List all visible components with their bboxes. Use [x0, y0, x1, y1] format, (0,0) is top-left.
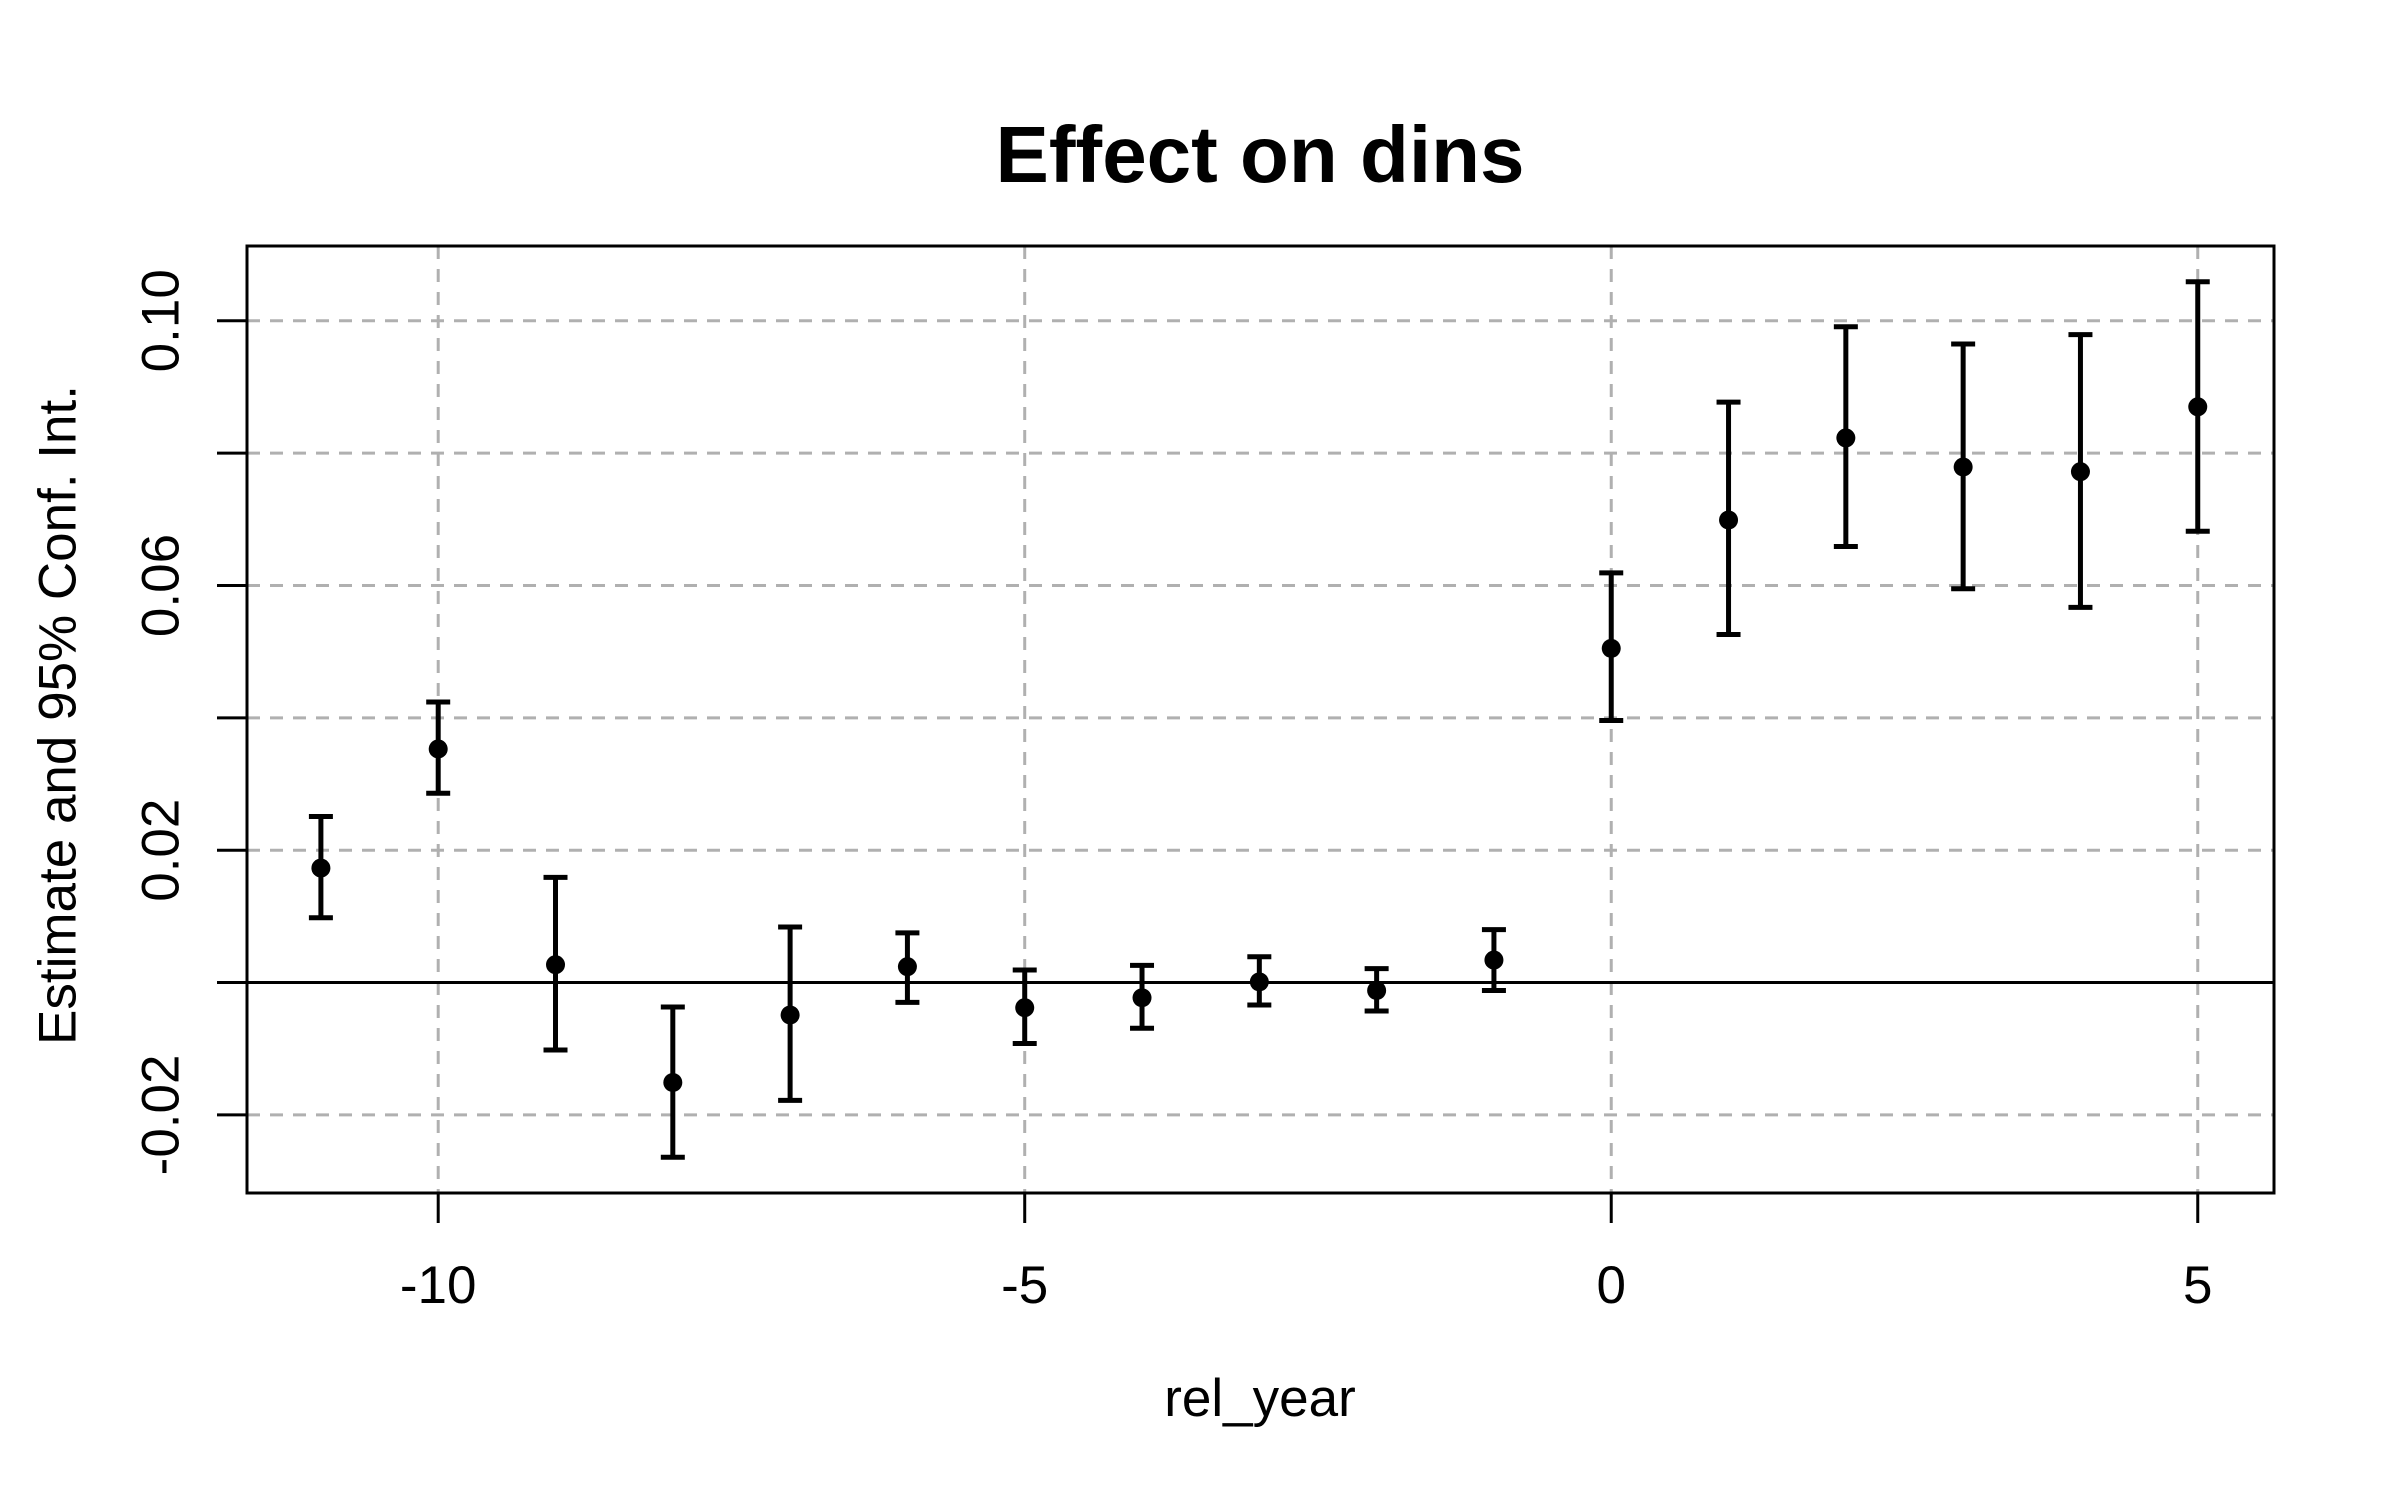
x-tick-label: -10	[400, 1256, 477, 1315]
point-dot	[2188, 397, 2208, 417]
point-dot	[2070, 462, 2090, 482]
point-dot	[1484, 950, 1504, 970]
point-dot	[1367, 980, 1387, 1000]
point-dot	[1719, 510, 1739, 530]
point-dot	[428, 739, 448, 759]
point-dot	[311, 858, 331, 878]
point-dot	[897, 957, 917, 977]
point-dot	[1015, 998, 1035, 1018]
y-axis-label: Estimate and 95% Conf. Int.	[28, 385, 88, 1045]
x-tick-label: -5	[1001, 1256, 1048, 1315]
chart-title: Effect on dins	[995, 110, 1525, 199]
point-dot	[663, 1072, 683, 1092]
y-tick-label: 0.10	[132, 269, 191, 372]
point-dot	[1132, 988, 1152, 1008]
point-dot	[1836, 428, 1856, 448]
x-tick-label: 0	[1596, 1256, 1625, 1315]
point-dot	[1953, 457, 1973, 477]
point-dot	[780, 1005, 800, 1025]
point-dot	[1249, 972, 1269, 992]
x-tick-label: 5	[2183, 1256, 2212, 1315]
plot-box	[245, 244, 2276, 1195]
x-axis-label: rel_year	[1164, 1369, 1356, 1428]
y-tick-label: 0.06	[132, 534, 191, 637]
y-tick-label: 0.02	[132, 799, 191, 902]
y-tick-label: -0.02	[132, 1055, 191, 1176]
point-dot	[1601, 638, 1621, 658]
point-dot	[546, 955, 566, 975]
